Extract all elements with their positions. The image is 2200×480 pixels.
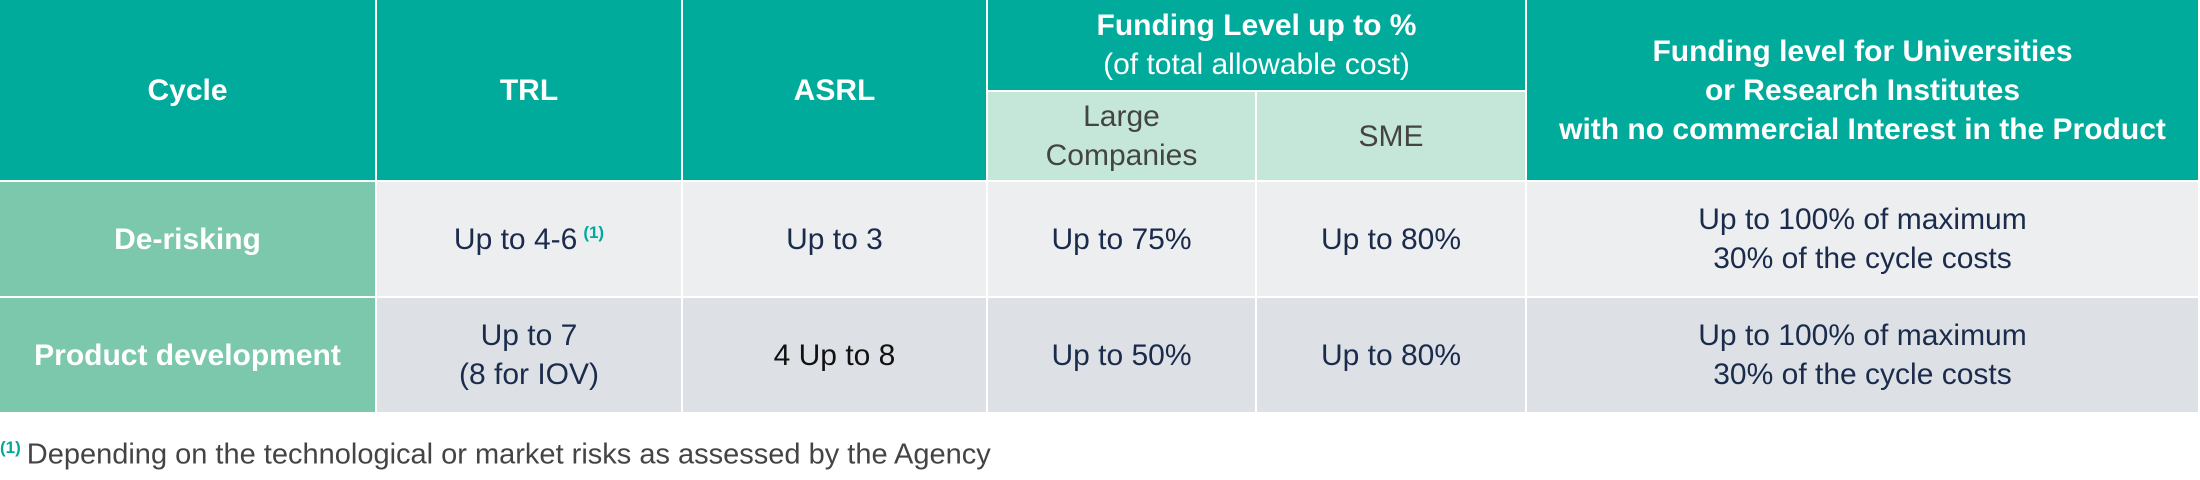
header-subtitle: (of total allowable cost) bbox=[1103, 48, 1410, 81]
data-cell-line: Up to 100% of maximum bbox=[1698, 200, 2026, 239]
subheader-cell-text: Companies bbox=[1045, 139, 1198, 172]
header-cell-text: TRL bbox=[499, 73, 559, 107]
data-cell-text: Up to 4-6 bbox=[453, 222, 578, 256]
header-cell-line: ASRL bbox=[794, 71, 876, 110]
header-cell-line: Funding level for Universities bbox=[1652, 32, 2072, 71]
data-cell-line: 4 Up to 8 bbox=[774, 336, 896, 375]
data-cell: Up to 100% of maximum 30% of the cycle co… bbox=[1527, 298, 2200, 414]
data-cell-text: 30% of the cycle costs bbox=[1713, 242, 2012, 275]
data-cell: Up to 50% bbox=[988, 298, 1257, 414]
subheader-cell-line: Companies bbox=[1046, 136, 1198, 175]
data-cell-line: Up to 100% of maximum bbox=[1698, 316, 2026, 355]
data-cell-line: Up to 50% bbox=[1051, 336, 1191, 375]
data-cell-line: Up to 3 bbox=[786, 220, 883, 259]
header-cell: TRL bbox=[377, 0, 683, 182]
data-cell: Up to 4-6 (1) bbox=[377, 182, 683, 298]
row-label-text: De-risking bbox=[114, 222, 261, 256]
data-cell-text: Up to 80% bbox=[1320, 338, 1462, 372]
subheader-cell-text: SME bbox=[1358, 119, 1424, 153]
data-cell-line: Up to 80% bbox=[1321, 336, 1461, 375]
data-cell: Up to 80% bbox=[1257, 182, 1527, 298]
footnote-marker: (1) bbox=[0, 438, 21, 457]
data-cell-line: Up to 80% bbox=[1321, 220, 1461, 259]
data-cell-line: Up to 4-6 (1) bbox=[454, 220, 604, 259]
data-cell-line: 30% of the cycle costs bbox=[1713, 239, 2011, 278]
header-cell-text: with no commercial Interest in the Produ… bbox=[1559, 112, 2166, 146]
header-cell-text: Funding level for Universities bbox=[1652, 34, 2073, 68]
header-cell-line: or Research Institutes bbox=[1705, 71, 2020, 110]
data-cell-text: Up to 7 bbox=[480, 319, 578, 352]
row-label-text: Product development bbox=[34, 338, 341, 372]
data-cell-text: Up to 100% of maximum bbox=[1698, 203, 2027, 236]
subheader-cell-text: Large bbox=[1083, 100, 1160, 133]
header-cell-line: TRL bbox=[500, 71, 558, 110]
header-cell-line: with no commercial Interest in the Produ… bbox=[1559, 110, 2166, 149]
data-cell-text: Up to 75% bbox=[1051, 222, 1192, 256]
data-cell-text: Up to 80% bbox=[1320, 222, 1462, 256]
row-label-line: Product development bbox=[34, 336, 341, 375]
header-cell: Funding Level up to % (of total allowable… bbox=[988, 0, 1527, 92]
data-cell: Up to 3 bbox=[683, 182, 988, 298]
header-title: Funding Level up to % bbox=[1096, 9, 1417, 42]
data-cell: Up to 100% of maximum 30% of the cycle co… bbox=[1527, 182, 2200, 298]
subheader-cell: Large Companies bbox=[988, 92, 1257, 182]
data-cell-text: 30% of the cycle costs bbox=[1713, 358, 2012, 391]
footnote-text: Depending on the technological or market… bbox=[26, 438, 991, 471]
header-cell-text: Cycle bbox=[147, 73, 228, 107]
row-label: De-risking bbox=[0, 182, 377, 298]
header-cell-text: or Research Institutes bbox=[1704, 73, 2021, 107]
data-cell: Up to 75% bbox=[988, 182, 1257, 298]
header-cell: Funding level for Universities or Researc… bbox=[1527, 0, 2200, 182]
header-cell-text: ASRL bbox=[793, 73, 876, 107]
header-cell: Cycle bbox=[0, 0, 377, 182]
row-label: Product development bbox=[0, 298, 377, 414]
data-cell: 4 Up to 8 bbox=[683, 298, 988, 414]
data-cell-line: (8 for IOV) bbox=[459, 355, 599, 394]
footnote: (1) Depending on the technological or mar… bbox=[0, 438, 991, 472]
data-cell-line: Up to 75% bbox=[1051, 220, 1191, 259]
data-cell: Up to 7 (8 for IOV) bbox=[377, 298, 683, 414]
data-cell-text: (8 for IOV) bbox=[458, 358, 600, 391]
subheader-cell: SME bbox=[1257, 92, 1527, 182]
data-cell-text: Up to 100% of maximum bbox=[1698, 319, 2027, 352]
data-cell-text: Up to 50% bbox=[1051, 338, 1192, 372]
data-cell-line: Up to 7 bbox=[481, 316, 578, 355]
data-cell-line: 30% of the cycle costs bbox=[1713, 355, 2011, 394]
footnote-ref: (1) bbox=[583, 222, 605, 242]
data-cell: Up to 80% bbox=[1257, 298, 1527, 414]
data-cell-text: Up to 3 bbox=[786, 222, 883, 256]
data-cell-text: 4 Up to 8 bbox=[773, 338, 896, 372]
header-cell-line: Cycle bbox=[147, 71, 227, 110]
header-cell: ASRL bbox=[683, 0, 988, 182]
subheader-cell-line: SME bbox=[1358, 117, 1423, 156]
subheader-cell-line: Large bbox=[1083, 97, 1160, 136]
row-label-line: De-risking bbox=[114, 220, 261, 259]
